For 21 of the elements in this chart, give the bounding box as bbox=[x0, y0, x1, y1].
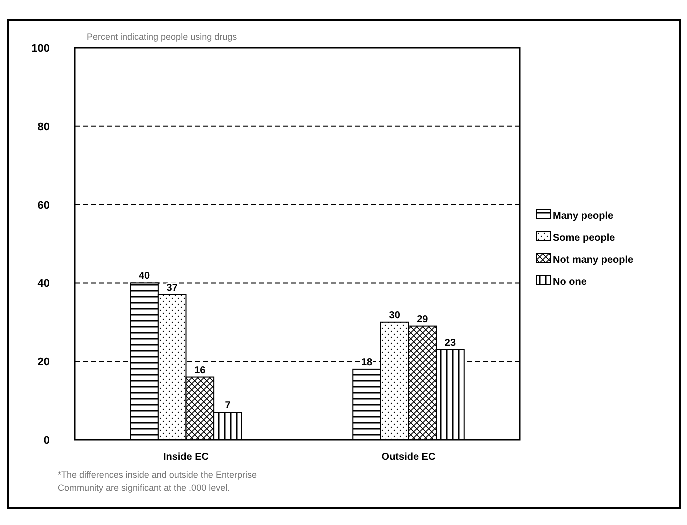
y-axis-title: Percent indicating people using drugs bbox=[87, 32, 238, 42]
x-tick-label: Outside EC bbox=[382, 452, 436, 463]
data-label: 40 bbox=[138, 271, 151, 282]
y-tick-label: 80 bbox=[38, 121, 50, 134]
y-tick-label: 60 bbox=[38, 200, 50, 212]
data-label: 30 bbox=[389, 310, 401, 322]
text: *The differences inside and outside the Enterprise Community are significant at the .000 level. bbox=[58, 470, 257, 493]
y-tick-label: 0 bbox=[44, 435, 50, 447]
y-tick-label: 100 bbox=[32, 43, 50, 55]
x-tick-label: Inside EC bbox=[163, 452, 210, 463]
data-label: 23 bbox=[444, 338, 456, 349]
data-label: 16 bbox=[194, 365, 206, 376]
data-label: 7 bbox=[225, 400, 232, 412]
legend-label: Many people bbox=[553, 211, 614, 222]
y-tick-label: 20 bbox=[38, 356, 50, 369]
legend-label: Some people bbox=[553, 233, 616, 244]
data-label: 29 bbox=[417, 314, 429, 326]
legend-label: Not many people bbox=[553, 255, 634, 266]
legend-label: No one bbox=[553, 277, 588, 288]
data-label: 37 bbox=[166, 282, 178, 294]
y-tick-label: 40 bbox=[38, 278, 50, 290]
